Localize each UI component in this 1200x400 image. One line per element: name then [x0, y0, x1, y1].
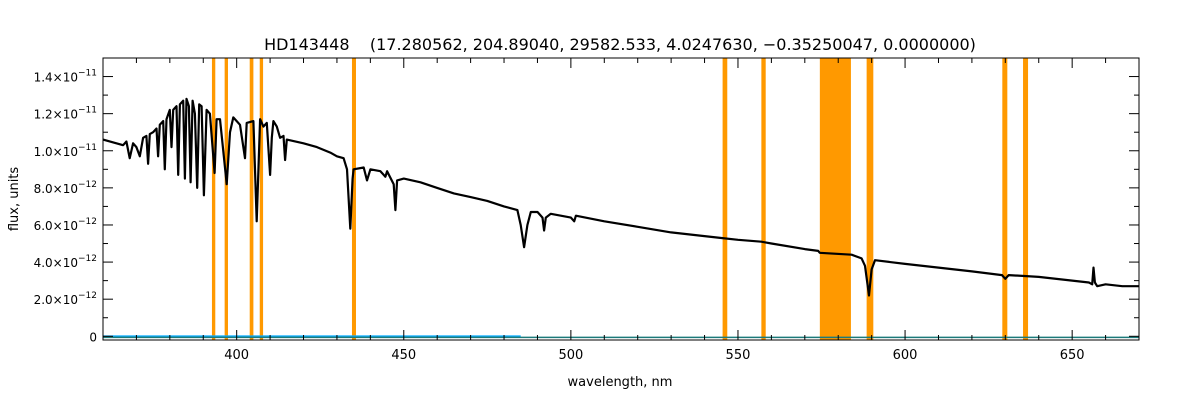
x-axis-label: wavelength, nm	[568, 375, 673, 390]
masked-regions	[211, 58, 1029, 340]
masked-region	[351, 58, 356, 340]
masked-region	[249, 58, 254, 340]
x-tick-label: 650	[1060, 348, 1085, 363]
masked-region	[211, 58, 216, 340]
x-tick-label: 500	[558, 348, 583, 363]
y-tick-label: 1.2×10−11	[34, 106, 97, 122]
masked-region	[1023, 58, 1029, 340]
y-tick-label: 2.0×10−12	[34, 291, 97, 307]
x-tick-label: 550	[726, 348, 751, 363]
x-tick-label: 450	[391, 348, 416, 363]
masked-region	[866, 58, 874, 340]
masked-region	[761, 58, 766, 340]
spectrum-line	[102, 97, 1139, 297]
y-tick-label: 6.0×10−12	[34, 217, 97, 233]
y-axis-label: flux, units	[7, 167, 22, 232]
x-tick-label: 400	[224, 348, 249, 363]
y-tick-label: 4.0×10−12	[34, 254, 97, 270]
masked-region	[224, 58, 228, 340]
masked-region	[722, 58, 728, 340]
data-series	[102, 97, 1139, 339]
x-axis: 400 450 500 550 600 650	[135, 58, 1107, 363]
masked-region	[819, 58, 851, 340]
x-tick-label: 600	[893, 348, 918, 363]
y-tick-label: 1.4×10−11	[34, 69, 97, 85]
masked-region	[259, 58, 264, 340]
y-axis: 0 2.0×10−12 4.0×10−12 6.0×10−12 8.0×10−12 1.0…	[34, 69, 1139, 344]
y-tick-label: 0	[89, 330, 97, 344]
masked-region	[1002, 58, 1008, 340]
chart-title: HD143448 (17.280562, 204.89040, 29582.53…	[264, 35, 976, 54]
y-tick-label: 1.0×10−11	[34, 143, 97, 159]
y-tick-label: 8.0×10−12	[34, 180, 97, 196]
plot-frame	[102, 57, 1140, 341]
